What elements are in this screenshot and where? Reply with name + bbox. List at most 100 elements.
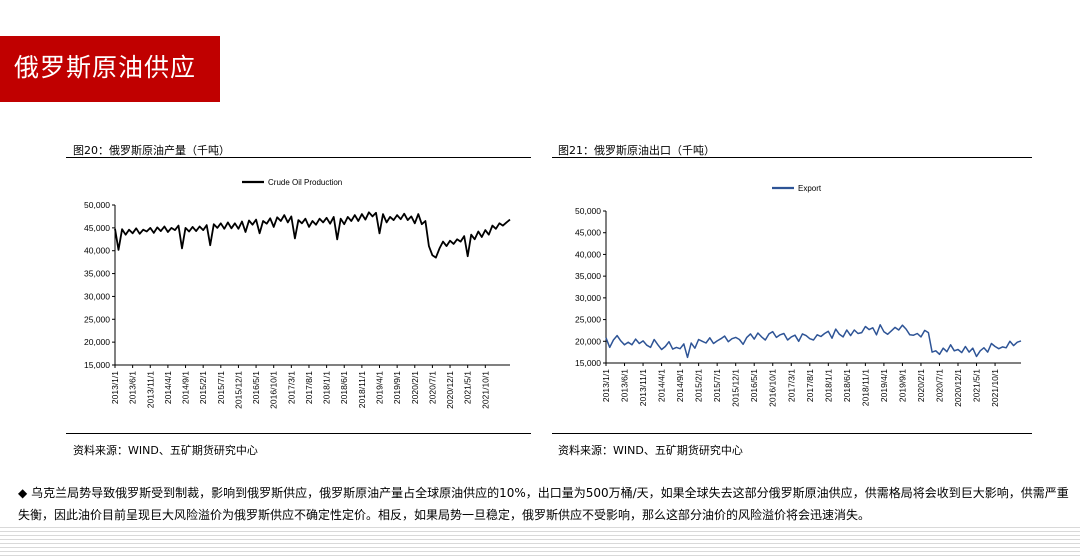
chart-right-data-point: [687, 357, 688, 358]
chart-right-data-point: [802, 333, 803, 334]
chart-right-data-point: [965, 346, 966, 347]
chart-left-data-point: [361, 214, 362, 215]
chart-right-data-point: [609, 347, 610, 348]
chart-right-data-point: [843, 336, 844, 337]
chart-left-data-point: [150, 227, 151, 228]
chart-left-data-point: [206, 225, 207, 226]
chart-left-data-point: [411, 216, 412, 217]
chart-right-data-point: [613, 339, 614, 340]
chart-left-data-point: [220, 223, 221, 224]
chart-right-data-point: [946, 351, 947, 352]
chart-right-data-point: [680, 348, 681, 349]
chart-left-data-point: [449, 240, 450, 241]
chart-left-data-point: [464, 236, 465, 237]
chart-right: Export 15,000 20,000 25,000 30,000 35,000 40,0…: [575, 184, 1022, 407]
chart-left-data-point: [506, 222, 507, 223]
chart-left-data-point: [442, 241, 443, 242]
chart-right-data-point: [854, 329, 855, 330]
chart-left-x-tick-label: 2021/5/1: [463, 371, 473, 404]
chart-left-x-tick-label: 2013/11/1: [145, 371, 155, 408]
chart-right-data-point: [668, 341, 669, 342]
chart-left-data-point: [404, 213, 405, 214]
chart-right-data-point: [924, 330, 925, 331]
chart-right-data-point: [746, 337, 747, 338]
chart-left-data-point: [372, 216, 373, 217]
chart-right-data-point: [861, 332, 862, 333]
chart-left-data-point: [446, 246, 447, 247]
chart-right-data-point: [783, 333, 784, 334]
chart-left-data-point: [284, 215, 285, 216]
chart-left-data-point: [256, 219, 257, 220]
chart-right-data-point: [728, 341, 729, 342]
chart-left-data-point: [330, 223, 331, 224]
chart-left-data-point: [347, 216, 348, 217]
chart-left-x-tick-label: 2015/2/1: [198, 371, 208, 404]
footnote: ◆ 乌克兰局势导致俄罗斯受到制裁，影响到俄罗斯供应，俄罗斯原油产量占全球原油供应…: [18, 483, 1073, 526]
chart-right-data-point: [976, 356, 977, 357]
chart-left-data-point: [375, 212, 376, 213]
chart-right-data-point: [657, 344, 658, 345]
chart-right-data-point: [624, 344, 625, 345]
chart-right-data-point: [757, 332, 758, 333]
chart-right-data-point: [702, 341, 703, 342]
chart-right-data-point: [869, 329, 870, 330]
chart-right-y-tick-label: 35,000: [575, 271, 601, 281]
chart-right-data-point: [987, 352, 988, 353]
chart-right-data-point: [735, 337, 736, 338]
chart-right-x-tick-label: 2013/6/1: [620, 369, 630, 402]
chart-left-data-point: [474, 239, 475, 240]
chart-left-data-point: [333, 216, 334, 217]
chart-right-series-line: [605, 324, 1022, 359]
chart-right-data-point: [820, 336, 821, 337]
chart-right-x-tick-label: 2015/7/1: [712, 369, 722, 402]
chart-left-y-tick-label: 50,000: [84, 200, 110, 210]
chart-right-data-point: [1020, 340, 1021, 341]
chart-right-x-tick-label: 2014/4/1: [657, 369, 667, 402]
chart-right-data-point: [991, 343, 992, 344]
chart-left-data-point: [393, 220, 394, 221]
chart-left-data-point: [467, 256, 468, 257]
chart-right-y-tick-label: 50,000: [575, 206, 601, 216]
chart-left-data-point: [157, 227, 158, 228]
chart-right-data-point: [809, 338, 810, 339]
chart-right-data-point: [920, 336, 921, 337]
chart-right-data-point: [617, 335, 618, 336]
chart-left-x-tick-label: 2017/3/1: [286, 371, 296, 404]
chart-right-data-point: [705, 342, 706, 343]
chart-left-data-point: [224, 228, 225, 229]
chart-left-data-point: [167, 231, 168, 232]
chart-left-data-point: [252, 224, 253, 225]
chart-left-data-point: [407, 220, 408, 221]
chart-left-data-point: [203, 230, 204, 231]
chart-right-data-point: [961, 352, 962, 353]
chart-left-data-point: [312, 220, 313, 221]
chart-left-x-tick-label: 2021/10/1: [480, 371, 490, 409]
chart-right-x-tick-label: 2019/9/1: [897, 369, 907, 402]
chart-left-data-point: [189, 231, 190, 232]
chart-left-data-point: [351, 220, 352, 221]
chart-left-data-point: [460, 241, 461, 242]
chart-left-data-point: [323, 222, 324, 223]
chart-left-data-point: [174, 230, 175, 231]
chart-left-data-point: [266, 223, 267, 224]
chart-left-y-tick-label: 15,000: [84, 360, 110, 370]
chart-left-data-point: [432, 255, 433, 256]
chart-right-data-point: [713, 343, 714, 344]
chart-right-data-point: [665, 346, 666, 347]
chart-left-data-point: [344, 224, 345, 225]
chart-left-data-point: [499, 223, 500, 224]
chart-left-y-tick-label: 40,000: [84, 246, 110, 256]
chart-left-data-point: [382, 214, 383, 215]
chart-right-data-point: [676, 347, 677, 348]
chart-right-data-point: [731, 338, 732, 339]
chart-right-data-point: [691, 342, 692, 343]
chart-left-data-point: [132, 233, 133, 234]
chart-left-data-point: [492, 225, 493, 226]
chart-right-data-point: [865, 326, 866, 327]
chart-right-data-point: [661, 349, 662, 350]
chart-left-x-tick-label: 2018/6/1: [339, 371, 349, 404]
chart-right-x-tick-label: 2020/12/1: [953, 369, 963, 407]
chart-right-x-tick-label: 2020/2/1: [916, 369, 926, 402]
chart-right-data-point: [913, 335, 914, 336]
chart-left-data-point: [270, 218, 271, 219]
